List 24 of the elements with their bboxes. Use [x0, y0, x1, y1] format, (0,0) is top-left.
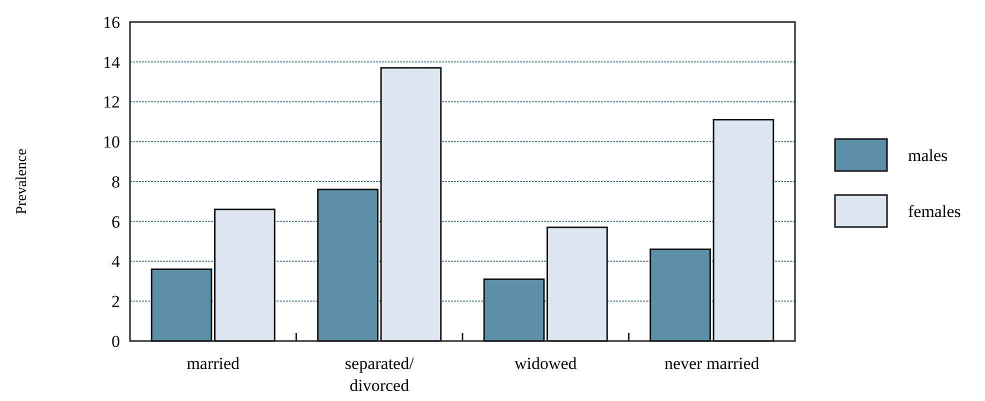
- bar: [483, 278, 545, 342]
- x-tick-label: separated/ divorced: [344, 354, 414, 395]
- bar: [712, 118, 774, 342]
- y-tick-label: 16: [103, 12, 120, 32]
- bar: [150, 268, 212, 342]
- x-tick-label: widowed: [514, 354, 578, 373]
- y-tick-label: 14: [103, 52, 120, 72]
- bar: [546, 226, 608, 342]
- y-tick-label: 8: [112, 172, 120, 192]
- y-tick-label: 12: [103, 92, 120, 112]
- bar: [380, 67, 442, 342]
- bar: [650, 248, 711, 342]
- legend-label: females: [908, 202, 961, 221]
- legend-label: males: [908, 146, 948, 165]
- y-tick-label: 4: [112, 252, 120, 272]
- y-tick-label: 6: [112, 212, 120, 232]
- x-tick-label: married: [186, 354, 240, 373]
- y-tick-label: 2: [112, 292, 120, 312]
- bar: [317, 188, 378, 342]
- x-tick-label: never married: [664, 354, 760, 373]
- y-axis-title: Prevalence: [14, 148, 30, 214]
- y-tick-label: 0: [112, 332, 120, 351]
- y-tick-label: 10: [103, 132, 120, 152]
- bar: [214, 208, 276, 342]
